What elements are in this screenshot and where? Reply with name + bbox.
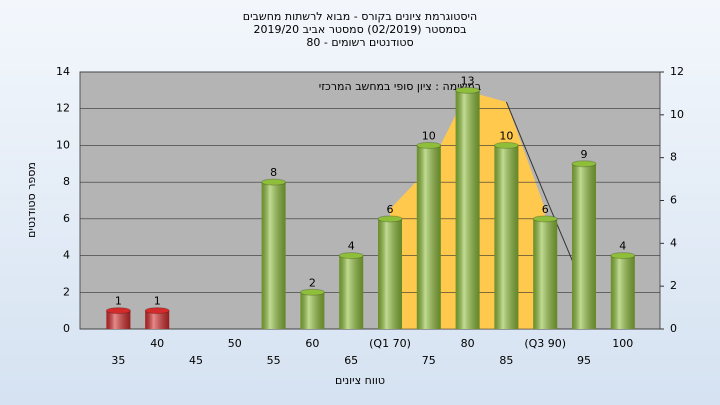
y-tick-label: 8 (63, 175, 70, 188)
bar-shade (300, 292, 325, 329)
value-label: 2 (309, 276, 316, 289)
bar-shade (572, 163, 596, 329)
x-tick-label: 45 (189, 354, 203, 367)
bar-cap (338, 252, 364, 260)
x-tick-label: 80 (461, 337, 475, 350)
y-tick-label: 0 (63, 322, 70, 335)
y2-tick-label: 2 (670, 279, 677, 292)
bar-shade (455, 90, 480, 329)
y2-tick-label: 6 (670, 194, 677, 207)
chart-subtitle: סטודנטים רשומים - 80 (306, 36, 413, 49)
y-tick-label: 4 (63, 249, 70, 262)
x-axis-label: טווח ציונים (335, 374, 385, 387)
x-tick-label: 75 (422, 354, 436, 367)
bar-cap (416, 141, 442, 149)
x-tick-label: 95 (577, 354, 591, 367)
bar-cap (144, 307, 170, 315)
chart-subtitle: בסמסטר (02/2019) סמסטר אביב 2019/20 (253, 23, 466, 36)
bar-cap (610, 252, 636, 260)
bar-shade (261, 182, 286, 329)
bar-cap (455, 86, 481, 94)
bar-cap (377, 215, 403, 223)
y2-tick-label: 0 (670, 322, 677, 335)
bar-cap (105, 307, 131, 315)
y-axis-label: מספר סטודנטים (25, 162, 38, 238)
value-label: 1 (154, 295, 161, 308)
bar-shade (106, 310, 131, 329)
y-tick-label: 6 (63, 212, 70, 225)
plot-area (79, 71, 661, 330)
y-tick-label: 12 (56, 102, 70, 115)
x-tick-label: 40 (150, 337, 164, 350)
value-label: 4 (619, 240, 626, 253)
y2-tick-label: 12 (670, 65, 684, 78)
y2-tick-label: 10 (670, 108, 684, 121)
bar-shade (533, 218, 558, 329)
x-tick-label: 65 (344, 354, 358, 367)
value-label: 6 (387, 203, 394, 216)
x-tick-label: 100 (612, 337, 633, 350)
bar-cap (532, 215, 558, 223)
x-tick-label: (Q3 90) (524, 337, 566, 350)
x-tick-label: 35 (111, 354, 125, 367)
value-label: 4 (348, 240, 355, 253)
line (505, 101, 585, 289)
y2-tick-label: 8 (670, 151, 677, 164)
bar-shade (339, 255, 364, 329)
bar-shade (416, 145, 441, 329)
chart-title: היסטוגרמת ציונים בקורס - מבוא לרשתות מחש… (243, 10, 477, 23)
value-label: 13 (461, 74, 475, 87)
x-tick-label: 55 (267, 354, 281, 367)
bar-shade (494, 145, 519, 329)
value-label: 10 (499, 129, 513, 142)
bar-cap (261, 178, 287, 186)
bar-shade (378, 218, 402, 329)
annotation: במשימה : ציון סופי במחשב המרכזי (319, 80, 482, 93)
x-tick-label: (Q1 70) (369, 337, 411, 350)
x-tick-label: 60 (305, 337, 319, 350)
bar-shade (145, 310, 170, 329)
bar-cap (571, 160, 597, 168)
y-tick-label: 14 (56, 65, 70, 78)
y-tick-label: 10 (56, 138, 70, 151)
value-label: 6 (542, 203, 549, 216)
bar-cap (299, 288, 325, 296)
bar-shade (610, 255, 635, 329)
value-label: 9 (581, 148, 588, 161)
value-label: 1 (115, 295, 122, 308)
y-tick-label: 2 (63, 285, 70, 298)
y2-tick-label: 4 (670, 236, 677, 249)
x-tick-label: 85 (499, 354, 513, 367)
bar-cap (493, 141, 519, 149)
value-label: 10 (422, 129, 436, 142)
x-tick-label: 50 (228, 337, 242, 350)
value-label: 8 (270, 166, 277, 179)
